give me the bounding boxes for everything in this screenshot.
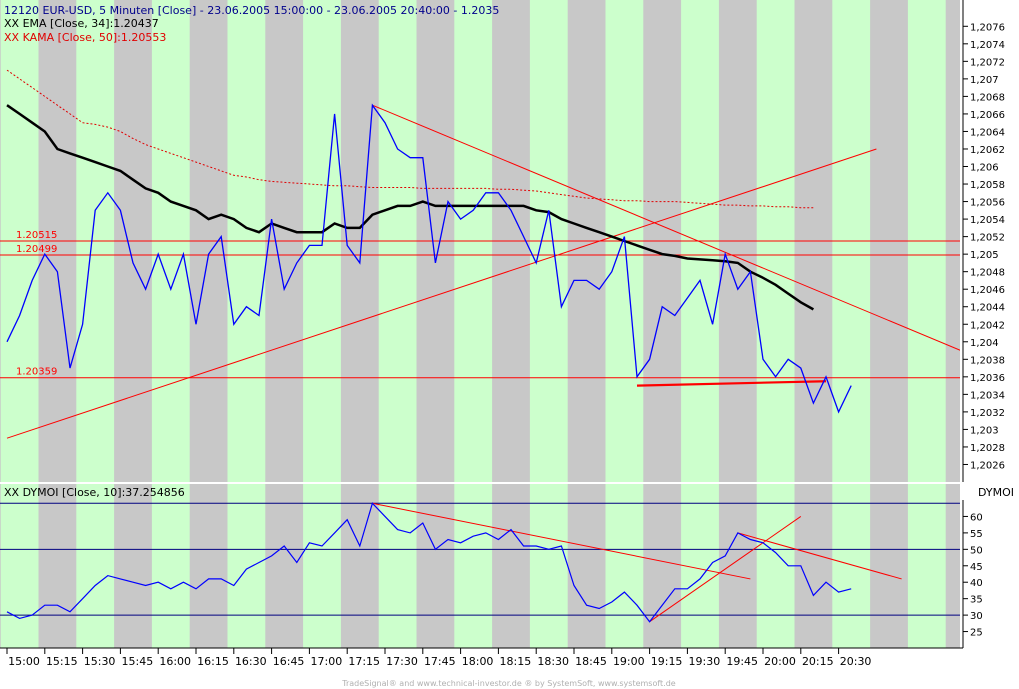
time-axis-background — [0, 648, 1019, 689]
price-axis-tick-label: 1,2076 — [970, 22, 1005, 33]
time-axis-tick-label: 20:15 — [802, 655, 834, 668]
time-axis-tick-label: 15:00 — [8, 655, 40, 668]
time-axis-tick-label: 17:45 — [424, 655, 456, 668]
price-level-label: 1.20359 — [16, 367, 57, 378]
oscillator-trendline — [649, 516, 802, 623]
price-level-lines: 1.20515 1.20499 1.20359 — [0, 230, 960, 379]
price-axis-tick-label: 1,2056 — [970, 198, 1005, 209]
price-axis-tick-label: 1,2054 — [970, 215, 1005, 226]
time-axis-tick-label: 19:45 — [726, 655, 758, 668]
oscillator-axis-tick-label: 60 — [970, 512, 983, 523]
price-axis-tick-label: 1,204 — [970, 338, 999, 349]
time-axis-tick-label: 18:45 — [575, 655, 607, 668]
price-axis-tick-label: 1,2028 — [970, 443, 1005, 454]
price-axis-tick-label: 1,2026 — [970, 460, 1005, 471]
time-axis-tick-label: 16:00 — [159, 655, 191, 668]
oscillator-axis-ticks: 60 55 50 45 40 35 30 25 — [963, 512, 983, 639]
price-axis-tick-label: 1,2052 — [970, 233, 1005, 244]
time-band — [76, 484, 115, 648]
time-axis-tick-label: 17:15 — [348, 655, 380, 668]
time-band — [605, 484, 644, 648]
time-axis-tick-label: 17:30 — [386, 655, 418, 668]
ema-legend[interactable]: XX EMA [Close, 34]:1.20437 — [4, 17, 159, 30]
price-trendline — [636, 380, 827, 387]
oscillator-trendline — [372, 502, 751, 580]
time-band — [454, 484, 493, 648]
time-axis-tick-label: 16:15 — [197, 655, 229, 668]
time-band — [529, 484, 568, 648]
price-axis-tick-label: 1,2062 — [970, 145, 1005, 156]
time-axis-tick-label: 18:30 — [537, 655, 569, 668]
time-axis-ticks: 15:00 15:15 15:30 15:45 16:00 16:15 16:30 16:45… — [6, 648, 872, 668]
oscillator-axis-title: DYMOI — [978, 486, 1014, 499]
time-axis-tick-label: 20:30 — [840, 655, 872, 668]
time-axis-tick-label: 15:30 — [84, 655, 116, 668]
oscillator-axis-tick-label: 55 — [970, 529, 983, 540]
price-axis-tick-label: 1,2044 — [970, 303, 1005, 314]
time-band — [0, 484, 39, 648]
ema-series-line — [6, 104, 815, 311]
panel-separator[interactable] — [0, 482, 1019, 484]
price-trendlines — [6, 104, 960, 439]
oscillator-axis-tick-label: 50 — [970, 545, 983, 556]
price-trendline — [6, 148, 877, 439]
price-axis-tick-label: 1,207 — [970, 75, 999, 86]
oscillator-axis-tick-label: 45 — [970, 562, 983, 573]
price-axis-tick-label: 1,2032 — [970, 408, 1005, 419]
price-axis-background — [960, 0, 1019, 482]
price-series-line — [6, 103, 852, 414]
time-axis-tick-label: 16:45 — [273, 655, 305, 668]
time-band — [832, 484, 871, 648]
oscillator-trendlines — [372, 502, 902, 623]
footer-credit: TradeSignal® and www.technical-investor.… — [341, 679, 676, 688]
price-axis-tick-label: 1,2074 — [970, 40, 1005, 51]
time-axis-tick-label: 19:00 — [613, 655, 645, 668]
time-band — [303, 484, 341, 648]
price-axis-tick-label: 1,2058 — [970, 180, 1005, 191]
time-band — [151, 484, 190, 648]
price-level-label: 1.20499 — [16, 244, 57, 255]
time-axis-tick-label: 19:15 — [651, 655, 683, 668]
price-trendline — [372, 104, 960, 351]
oscillator-trendline — [737, 532, 902, 580]
time-band — [907, 484, 946, 648]
time-axis-tick-label: 15:15 — [46, 655, 78, 668]
time-axis-tick-label: 15:45 — [122, 655, 154, 668]
price-axis-tick-label: 1,2036 — [970, 373, 1005, 384]
price-axis-tick-label: 1,2048 — [970, 268, 1005, 279]
dymoi-legend[interactable]: XX DYMOI [Close, 10]:37.254856 — [4, 486, 185, 499]
price-axis-tick-label: 1,205 — [970, 250, 999, 261]
price-axis-tick-label: 1,206 — [970, 163, 999, 174]
price-axis-tick-label: 1,2068 — [970, 92, 1005, 103]
time-axis-tick-label: 17:00 — [311, 655, 343, 668]
price-axis-tick-label: 1,2064 — [970, 127, 1005, 138]
oscillator-axis-background — [960, 482, 1019, 648]
price-axis-tick-label: 1,2066 — [970, 110, 1005, 121]
price-axis-tick-label: 1,2072 — [970, 57, 1005, 68]
time-axis-tick-label: 19:30 — [689, 655, 721, 668]
time-axis-tick-label: 18:00 — [462, 655, 494, 668]
price-level-label: 1.20515 — [16, 230, 57, 241]
oscillator-level-lines — [0, 502, 960, 616]
price-axis-tick-label: 1,2046 — [970, 285, 1005, 296]
time-axis-tick-label: 16:30 — [235, 655, 267, 668]
time-axis-tick-label: 20:00 — [764, 655, 796, 668]
time-axis-tick-label: 18:15 — [500, 655, 532, 668]
price-axis-tick-label: 1,2038 — [970, 355, 1005, 366]
kama-legend[interactable]: XX KAMA [Close, 50]:1.20553 — [4, 31, 166, 44]
dymoi-series-line — [6, 502, 852, 623]
price-axis-tick-label: 1,2042 — [970, 320, 1005, 331]
kama-series-line — [6, 69, 814, 209]
chart-title: 12120 EUR-USD, 5 Minuten [Close] - 23.06… — [4, 4, 499, 17]
price-axis-ticks: 1,2076 1,2074 1,2072 1,207 1,2068 1,2066 1,206… — [963, 22, 1005, 471]
price-axis-tick-label: 1,203 — [970, 425, 999, 436]
time-band — [227, 484, 266, 648]
price-axis-tick-label: 1,2034 — [970, 390, 1005, 401]
oscillator-axis-tick-label: 25 — [970, 628, 983, 639]
oscillator-axis-tick-label: 35 — [970, 595, 983, 606]
oscillator-axis-tick-label: 30 — [970, 611, 983, 622]
oscillator-axis-tick-label: 40 — [970, 578, 983, 589]
